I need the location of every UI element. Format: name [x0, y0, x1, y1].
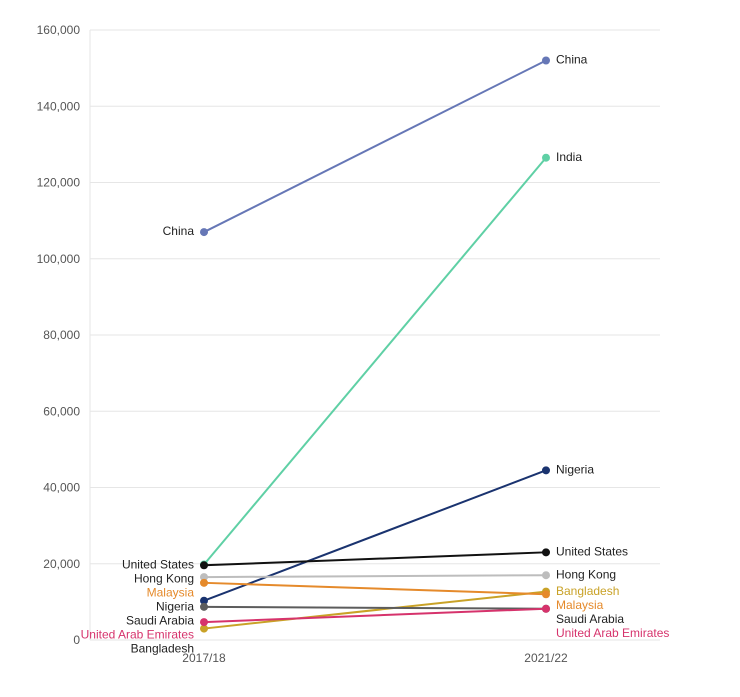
y-tick-label: 140,000 — [37, 99, 81, 113]
series-label-right: United States — [556, 544, 628, 558]
y-tick-label: 160,000 — [37, 23, 81, 37]
series-label-right: China — [556, 53, 588, 67]
y-tick-label: 0 — [73, 633, 80, 647]
series-label-left: United Arab Emirates — [81, 627, 194, 641]
series-label-right: Bangladesh — [556, 584, 619, 598]
series-marker — [200, 561, 208, 569]
series-label-right: Hong Kong — [556, 567, 616, 581]
series-marker — [200, 618, 208, 626]
series-label-right: United Arab Emirates — [556, 626, 669, 640]
series-label-left: United States — [122, 557, 194, 571]
series-marker — [542, 605, 550, 613]
series-marker — [200, 228, 208, 236]
series-label-left: Hong Kong — [134, 571, 194, 585]
slope-chart: 0 20,000 40,000 60,000 80,000 100,000 120,000 1… — [0, 0, 740, 697]
series-label-right: Malaysia — [556, 598, 604, 612]
y-tick-label: 40,000 — [43, 481, 80, 495]
series-marker — [542, 590, 550, 598]
y-tick-label: 120,000 — [37, 176, 81, 190]
series-label-left: Nigeria — [156, 599, 194, 613]
series-marker — [542, 154, 550, 162]
series-marker — [542, 548, 550, 556]
series-label-right: Nigeria — [556, 463, 594, 477]
chart-svg: 0 20,000 40,000 60,000 80,000 100,000 120,000 1… — [0, 0, 740, 697]
series-label-right: India — [556, 150, 582, 164]
series-label-left: Saudi Arabia — [126, 613, 194, 627]
y-tick-label: 60,000 — [43, 404, 80, 418]
series-marker — [200, 603, 208, 611]
series-label-left: China — [163, 224, 195, 238]
series-label-left: Malaysia — [147, 585, 195, 599]
y-tick-label: 80,000 — [43, 328, 80, 342]
series-marker — [200, 579, 208, 587]
series-label-right: Saudi Arabia — [556, 612, 624, 626]
series-marker — [542, 571, 550, 579]
y-tick-label: 20,000 — [43, 557, 80, 571]
x-tick-label: 2021/22 — [524, 651, 568, 665]
series-label-left: Bangladesh — [131, 641, 194, 655]
series-marker — [542, 466, 550, 474]
y-tick-label: 100,000 — [37, 252, 81, 266]
series-marker — [542, 57, 550, 65]
